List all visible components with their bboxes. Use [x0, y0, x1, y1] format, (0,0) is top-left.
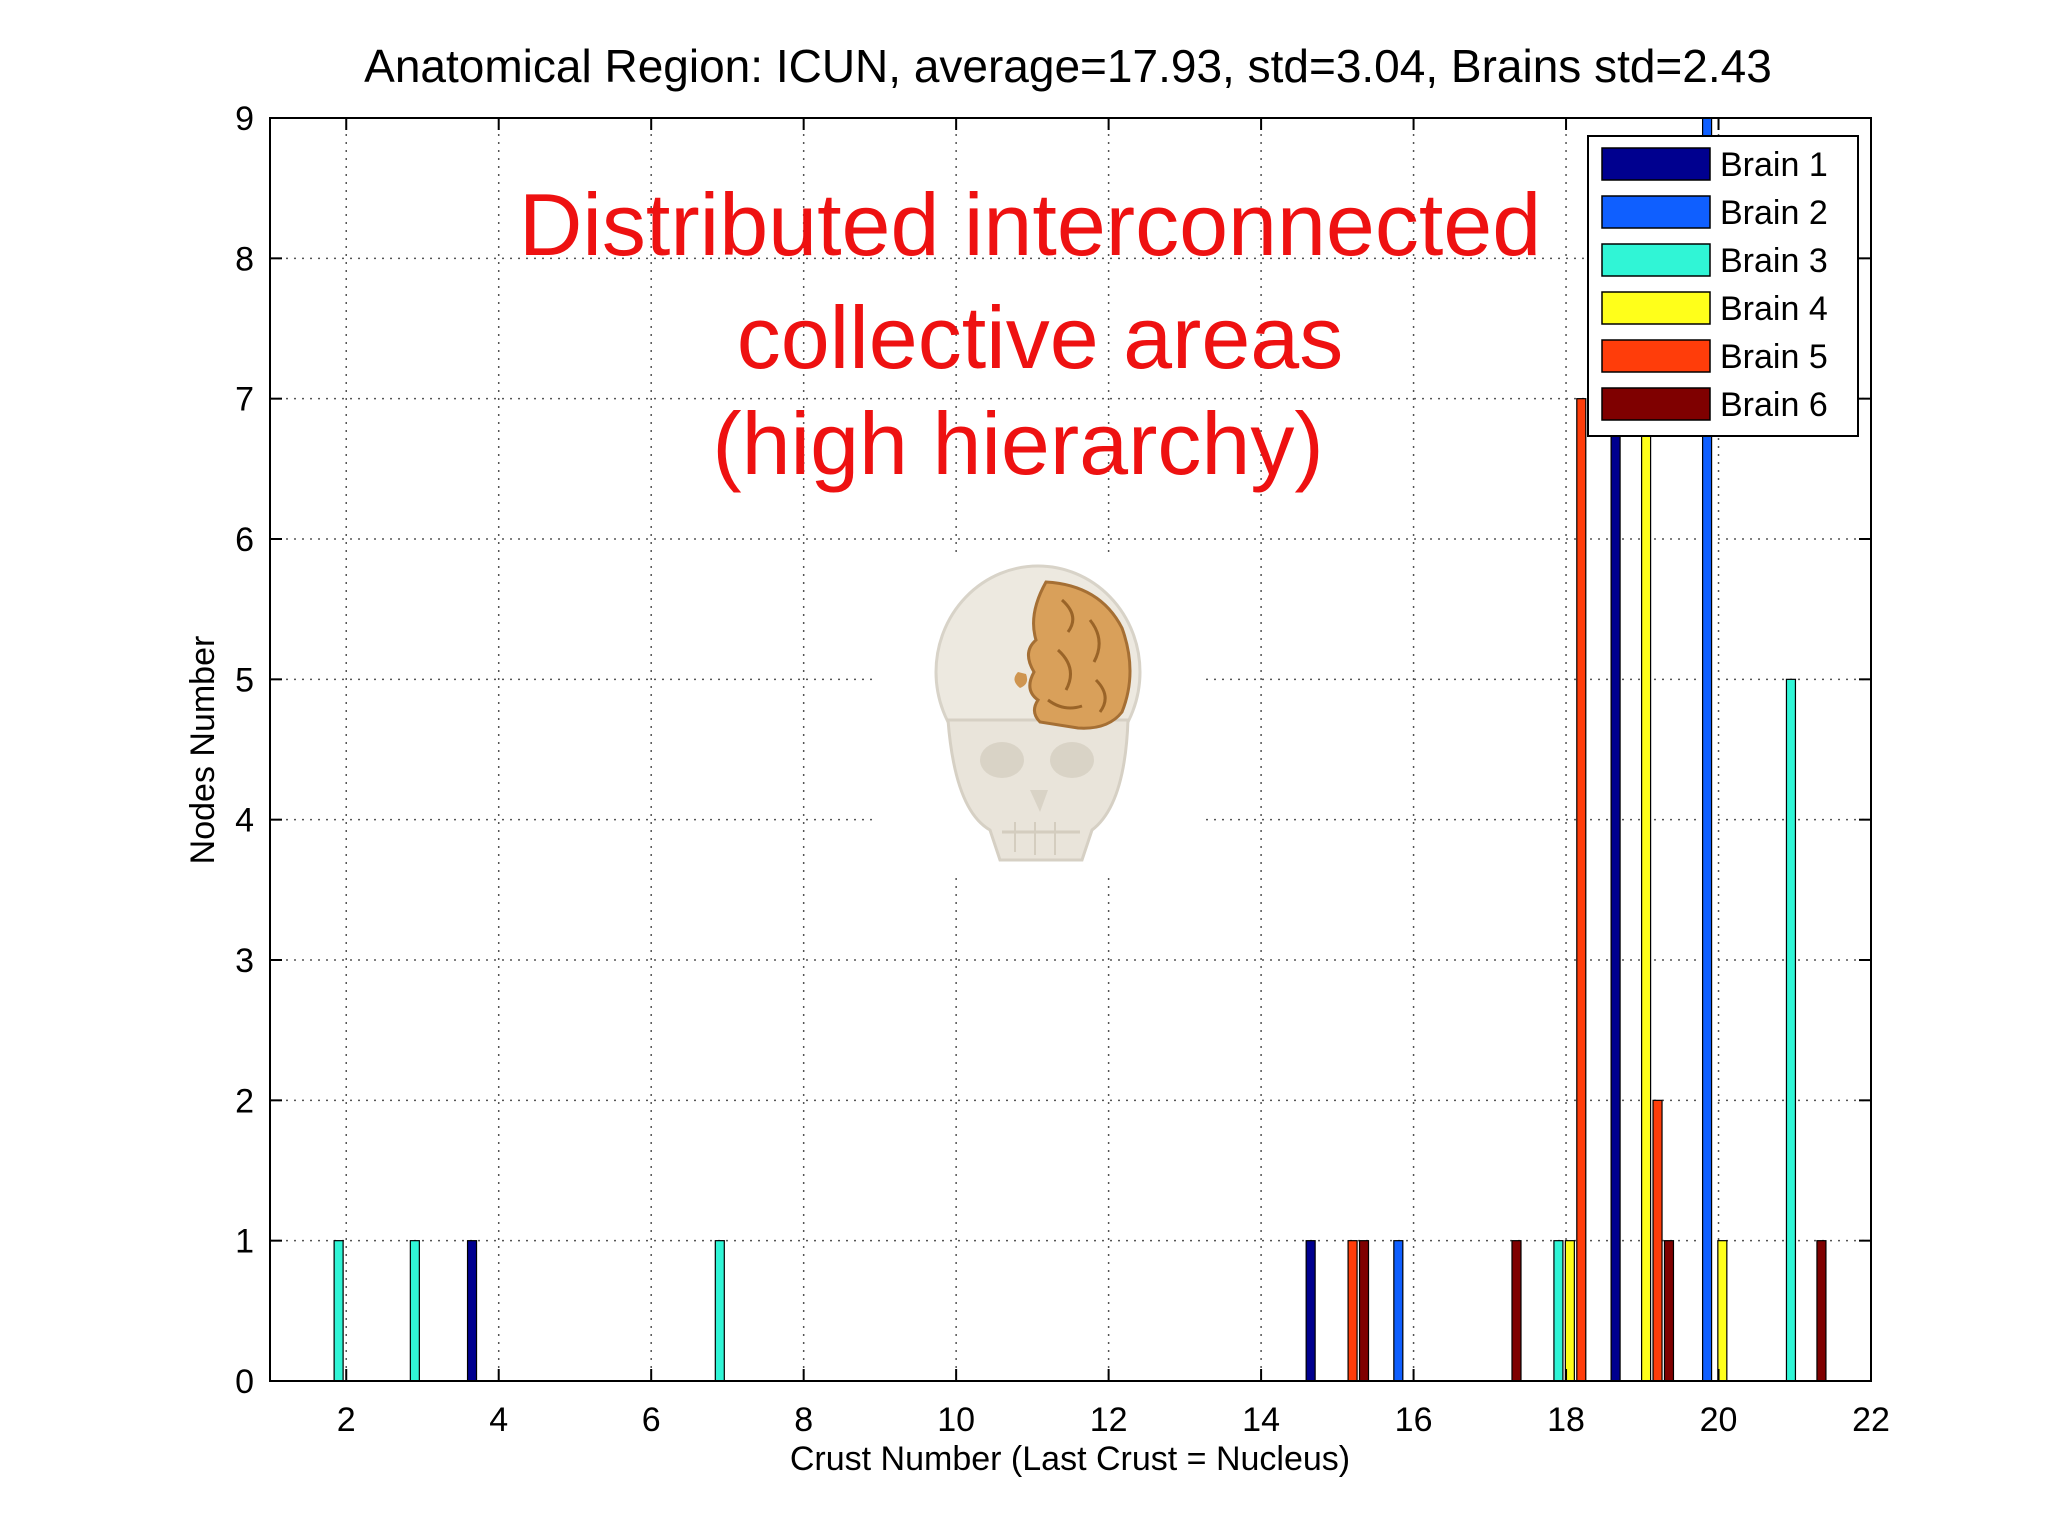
bar-brain-4-2: [1640, 398, 1652, 1382]
legend-swatch-brain-3: [1601, 243, 1711, 277]
bar-brain-3-5: [1785, 678, 1797, 1382]
legend-label-brain-3: Brain 3: [1720, 242, 1828, 280]
bar-brain-3-2: [409, 1240, 420, 1382]
bar-brain-1-1: [466, 1240, 478, 1382]
y-tick-label: 1: [235, 1223, 254, 1261]
bars: [333, 117, 1827, 1382]
bar-brain-5-1: [1347, 1240, 1358, 1382]
x-tick-label: 10: [937, 1401, 975, 1439]
x-tick-label: 4: [489, 1401, 508, 1439]
y-tick-label: 8: [235, 240, 254, 278]
legend-swatch-brain-5: [1601, 339, 1711, 373]
bar-brain-6-1: [1358, 1240, 1370, 1382]
x-tick-label: 16: [1395, 1401, 1433, 1439]
y-tick-label: 3: [235, 942, 254, 980]
legend-label-brain-1: Brain 1: [1720, 146, 1828, 184]
legend-swatch-brain-1: [1601, 147, 1711, 181]
y-tick-label: 0: [235, 1363, 254, 1401]
axes-frame: [269, 117, 1872, 1382]
legend-swatch-brain-6: [1601, 387, 1711, 421]
bar-brain-6-4: [1816, 1240, 1827, 1382]
y-tick-label: 2: [235, 1082, 254, 1120]
x-tick-label: 2: [337, 1401, 356, 1439]
overlay-line-1: Distributed interconnected: [519, 175, 1541, 274]
bar-brain-1-3: [1610, 398, 1621, 1382]
bar-brain-5-3: [1652, 1099, 1663, 1382]
y-tick-label: 7: [235, 381, 254, 419]
bar-brain-4-3: [1717, 1240, 1728, 1382]
x-tick-label: 8: [794, 1401, 813, 1439]
legend-label-brain-6: Brain 6: [1720, 386, 1828, 424]
overlay-line-2: collective areas: [737, 288, 1344, 387]
y-tick-label: 6: [235, 521, 254, 559]
legend: Brain 1 Brain 2 Brain 3 Brain 4 Brain 5 Brain…: [1587, 135, 1859, 437]
bar-brain-2-1: [1393, 1240, 1404, 1382]
bar-brain-3-3: [714, 1240, 725, 1382]
bar-brain-4-1: [1564, 1240, 1575, 1382]
legend-label-brain-2: Brain 2: [1720, 194, 1828, 232]
brain-region-icon: [1014, 580, 1132, 730]
legend-swatch-brain-4: [1601, 291, 1711, 325]
chart-title: Anatomical Region: ICUN, average=17.93, …: [364, 40, 1772, 92]
bar-brain-5-2: [1576, 398, 1587, 1382]
y-tick-label: 5: [235, 661, 254, 699]
bar-brain-1-2: [1305, 1240, 1316, 1382]
legend-label-brain-4: Brain 4: [1720, 290, 1828, 328]
bar-brain-3-1: [333, 1240, 344, 1382]
legend-swatch-brain-2: [1601, 195, 1711, 229]
overlay-line-3: (high hierarchy): [712, 394, 1323, 493]
bar-brain-6-3: [1663, 1240, 1675, 1382]
skull-image: [878, 552, 1203, 877]
legend-box: [1587, 135, 1859, 437]
x-tick-label: 14: [1242, 1401, 1280, 1439]
x-tick-label: 12: [1090, 1401, 1128, 1439]
x-tick-label: 18: [1547, 1401, 1585, 1439]
x-tick-label: 6: [642, 1401, 661, 1439]
x-tick-label: 20: [1700, 1401, 1738, 1439]
bar-brain-3-4: [1553, 1240, 1564, 1382]
x-tick-label: 22: [1852, 1401, 1890, 1439]
legend-label-brain-5: Brain 5: [1720, 338, 1828, 376]
bar-brain-6-2: [1511, 1240, 1522, 1382]
x-axis-label: Crust Number (Last Crust = Nucleus): [790, 1440, 1350, 1478]
y-tick-label: 4: [235, 802, 254, 840]
y-tick-label: 9: [235, 100, 254, 138]
overlay-annotation: Distributed interconnected collective ar…: [519, 175, 1541, 493]
y-axis-label: Nodes Number: [184, 636, 222, 865]
